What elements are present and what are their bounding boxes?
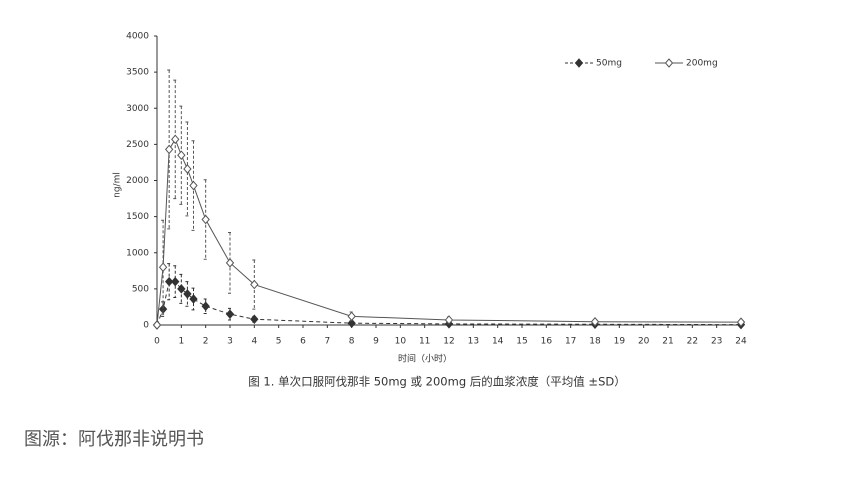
x-tick-label: 17 [565,337,576,347]
error-bar [173,79,178,200]
x-tick-label: 8 [349,337,355,347]
x-tick-label: 11 [419,337,430,347]
data-point [171,134,180,145]
y-tick-label: 1000 [126,248,149,258]
x-tick-label: 10 [395,337,407,347]
x-tick-label: 0 [154,337,160,347]
error-bar [167,263,172,301]
x-tick-label: 4 [251,337,257,347]
error-bar [252,259,257,310]
x-tick-label: 7 [324,337,330,347]
data-point [201,214,210,225]
legend-marker [574,58,584,68]
data-point [183,289,192,299]
error-bar [179,105,184,205]
error-bar [191,140,196,231]
error-bar [203,179,208,260]
x-tick-label: 23 [711,337,722,347]
y-axis-label: ng/ml [113,172,123,198]
data-point [444,315,454,325]
data-point [225,309,235,319]
y-tick-label: 500 [132,284,149,294]
x-tick-label: 16 [541,337,553,347]
x-tick-label: 24 [735,337,747,347]
x-tick-label: 12 [443,337,454,347]
y-tick-label: 3500 [126,68,149,78]
series-line [156,138,742,326]
data-point [165,144,174,155]
legend-label: 50mg [596,59,622,69]
y-tick-label: 2000 [126,176,149,186]
x-tick-label: 20 [638,337,650,347]
error-bar [179,273,184,304]
x-tick-label: 14 [492,337,504,347]
y-tick-label: 0 [143,321,149,331]
x-tick-label: 3 [227,337,233,347]
data-point [347,318,356,328]
x-tick-label: 5 [276,337,282,347]
data-point [171,276,180,287]
x-tick-label: 19 [614,337,626,347]
data-point [736,317,746,327]
data-point [250,279,259,290]
x-tick-label: 2 [203,337,209,347]
y-tick-label: 3000 [126,104,149,114]
x-tick-label: 9 [373,337,379,347]
data-point [152,320,162,330]
data-point [225,258,235,268]
data-point [183,164,192,174]
data-point [250,314,259,324]
x-axis-label: 时间（小时） [398,353,452,365]
legend-label: 200mg [686,59,718,69]
y-tick-label: 1500 [126,212,149,222]
data-point [347,311,356,322]
chart-title: 图 1. 单次口服阿伐那非 50mg 或 200mg 后的血浆浓度（平均值 ±S… [248,375,625,389]
data-point [177,284,186,294]
x-tick-label: 18 [589,337,601,347]
data-point [165,276,174,287]
x-tick-label: 6 [300,337,306,347]
data-point [201,301,210,311]
data-point [189,294,198,304]
y-tick-label: 4000 [126,32,149,42]
source: 图源：阿伐那非说明书 [24,429,204,450]
legend-marker [664,58,674,68]
data-point [189,180,198,191]
data-point [590,316,600,327]
y-tick-label: 2500 [126,140,149,150]
x-tick-label: 15 [516,337,527,347]
data-point [158,262,168,272]
x-tick-label: 22 [687,337,698,347]
x-tick-label: 1 [178,337,184,347]
x-tick-label: 13 [468,337,479,347]
data-point [177,150,186,160]
x-tick-label: 21 [662,337,673,347]
error-bar [167,69,172,230]
